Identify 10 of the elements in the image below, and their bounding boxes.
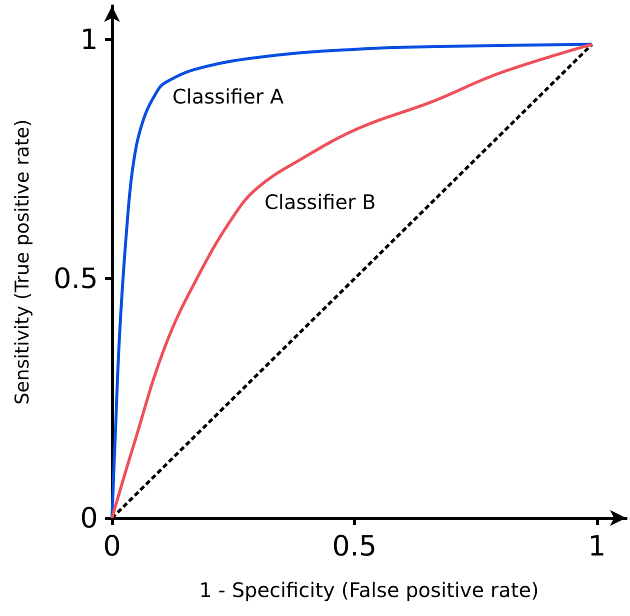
x-tick-label: 1 [588, 530, 606, 562]
x-tick-label: 0 [103, 530, 121, 562]
y-tick-label: 0.5 [53, 262, 98, 296]
x-axis-title: 1 - Specificity (False positive rate) [199, 578, 539, 602]
y-tick-label: 1 [80, 22, 98, 56]
series-label: Classifier B [264, 190, 376, 214]
y-axis-title: Sensitivity (True positive rate) [12, 119, 34, 405]
y-tick-label: 0 [80, 502, 98, 534]
series-label: Classifier A [172, 84, 284, 109]
x-tick-label: 0.5 [332, 530, 377, 562]
